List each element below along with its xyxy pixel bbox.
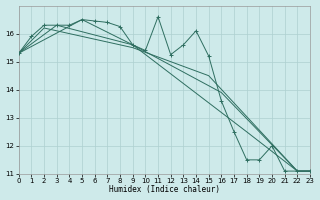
X-axis label: Humidex (Indice chaleur): Humidex (Indice chaleur): [109, 185, 220, 194]
